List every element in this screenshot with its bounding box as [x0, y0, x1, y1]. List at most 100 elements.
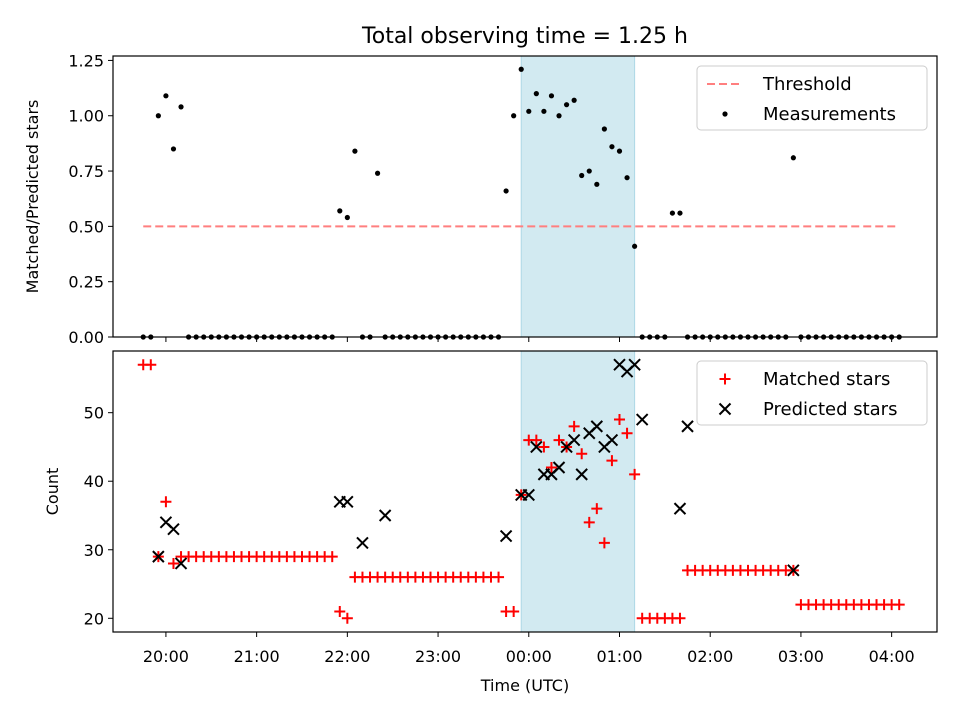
x-tick-label: 02:00 [687, 647, 733, 666]
measurement-point [541, 108, 547, 114]
matched-point [334, 605, 346, 617]
measurement-point [344, 214, 350, 221]
x-tick-label: 23:00 [415, 647, 461, 666]
measurement-point [337, 208, 343, 214]
measurement-point [594, 181, 600, 187]
matched-point [530, 434, 542, 446]
matched-point [493, 571, 505, 583]
measurement-point [579, 172, 585, 179]
observing-window-bottom [520, 350, 636, 633]
measurement-point [178, 104, 184, 110]
x-tick-label: 01:00 [596, 647, 642, 666]
count-x-ticks: 20:00 21:00 22:00 23:00 00:00 01:00 02:00 03:00… [143, 632, 915, 666]
count-marks [137, 358, 905, 624]
predicted-point [174, 557, 188, 570]
legend-label: Matched stars [763, 369, 890, 390]
legend-label: Threshold [762, 74, 852, 95]
matched-point [674, 612, 686, 624]
y-tick-label: 0.00 [68, 328, 104, 347]
ratio-x-ticks [165, 337, 893, 342]
measurement-point [609, 144, 615, 150]
predicted-point [499, 529, 513, 543]
measurement-point [624, 175, 630, 181]
predicted-point [152, 550, 165, 563]
matched-point [621, 427, 633, 439]
measurement-point [163, 93, 169, 99]
measurement-point [526, 108, 532, 114]
ratio-y-axis-label: Matched/Predicted stars [23, 100, 42, 294]
matched-point [613, 414, 625, 426]
predicted-point [341, 495, 354, 508]
measurement-point [632, 243, 638, 249]
count-y-ticks: 20 30 40 50 [84, 404, 113, 628]
predicted-point [567, 433, 581, 447]
predicted-point [681, 420, 694, 433]
y-tick-label: 1.25 [68, 51, 104, 70]
ratio-axes-frame [112, 55, 938, 338]
y-tick-label: 0.25 [68, 273, 104, 292]
matched-point [893, 599, 905, 611]
x-tick-label: 20:00 [143, 647, 189, 666]
matched-point [160, 496, 172, 508]
matched-point [545, 462, 557, 474]
matched-point [553, 434, 565, 446]
measurement-point [548, 93, 555, 99]
matched-point [341, 612, 353, 624]
ratio-panel: 0.00 0.25 0.50 0.75 1.00 1.25 Matched/Predict… [23, 51, 938, 347]
predicted-point [530, 440, 543, 454]
measurement-point [155, 113, 161, 119]
predicted-point [628, 358, 641, 371]
x-tick-label: 03:00 [778, 647, 824, 666]
predicted-point [605, 433, 619, 447]
observing-window-top [520, 55, 636, 338]
matched-point [508, 605, 520, 617]
predicted-point [552, 461, 566, 474]
legend-box [696, 65, 928, 131]
measurement-point [352, 148, 358, 154]
y-tick-label: 1.00 [68, 107, 104, 126]
chart-title: Total observing time = 1.25 h [361, 24, 688, 49]
predicted-point [378, 509, 392, 522]
legend-label: Predicted stars [763, 399, 897, 420]
legend-label: Measurements [763, 104, 896, 125]
predicted-point [522, 488, 535, 502]
y-tick-label: 30 [84, 541, 104, 560]
count-y-axis-label: Count [43, 468, 62, 516]
measurement-point [170, 146, 177, 152]
matched-point [606, 455, 618, 467]
predicted-point [787, 564, 800, 577]
x-tick-label: 04:00 [869, 647, 915, 666]
measurement-point [533, 91, 539, 97]
matched-point [167, 557, 179, 569]
x-tick-label: 22:00 [324, 647, 370, 666]
predicted-point [635, 413, 649, 426]
ratio-legend: Threshold Measurements [696, 65, 928, 131]
predicted-point [590, 420, 604, 433]
matched-point [629, 468, 641, 480]
measurement-point [616, 148, 623, 154]
matched-point [326, 551, 338, 563]
predicted-point [356, 536, 369, 550]
y-tick-label: 50 [84, 404, 104, 423]
matched-point [568, 420, 580, 432]
measurement-point [503, 188, 509, 194]
time-x-axis-label: Time (UTC) [480, 676, 569, 695]
y-tick-label: 0.50 [68, 217, 104, 236]
measurement-point [556, 113, 562, 119]
legend-predicted-swatch [718, 402, 732, 416]
measurement-point [518, 66, 524, 72]
legend-box [696, 360, 928, 426]
legend-measurement-swatch [722, 111, 728, 117]
count-legend: Matched stars Predicted stars [696, 360, 928, 426]
measurement-point [511, 113, 517, 119]
y-tick-label: 20 [84, 609, 104, 628]
measurement-point [601, 126, 607, 132]
measurement-point [790, 155, 796, 161]
matched-point [583, 516, 595, 528]
predicted-point [575, 468, 588, 481]
count-panel: 20 30 40 50 20:00 21:00 22:00 23:00 00:00 01:00 0… [43, 350, 938, 695]
count-axes-frame [112, 350, 938, 633]
measurement-point [563, 102, 570, 108]
matched-point [576, 448, 588, 460]
ratio-y-ticks: 0.00 0.25 0.50 0.75 1.00 1.25 [68, 51, 113, 347]
